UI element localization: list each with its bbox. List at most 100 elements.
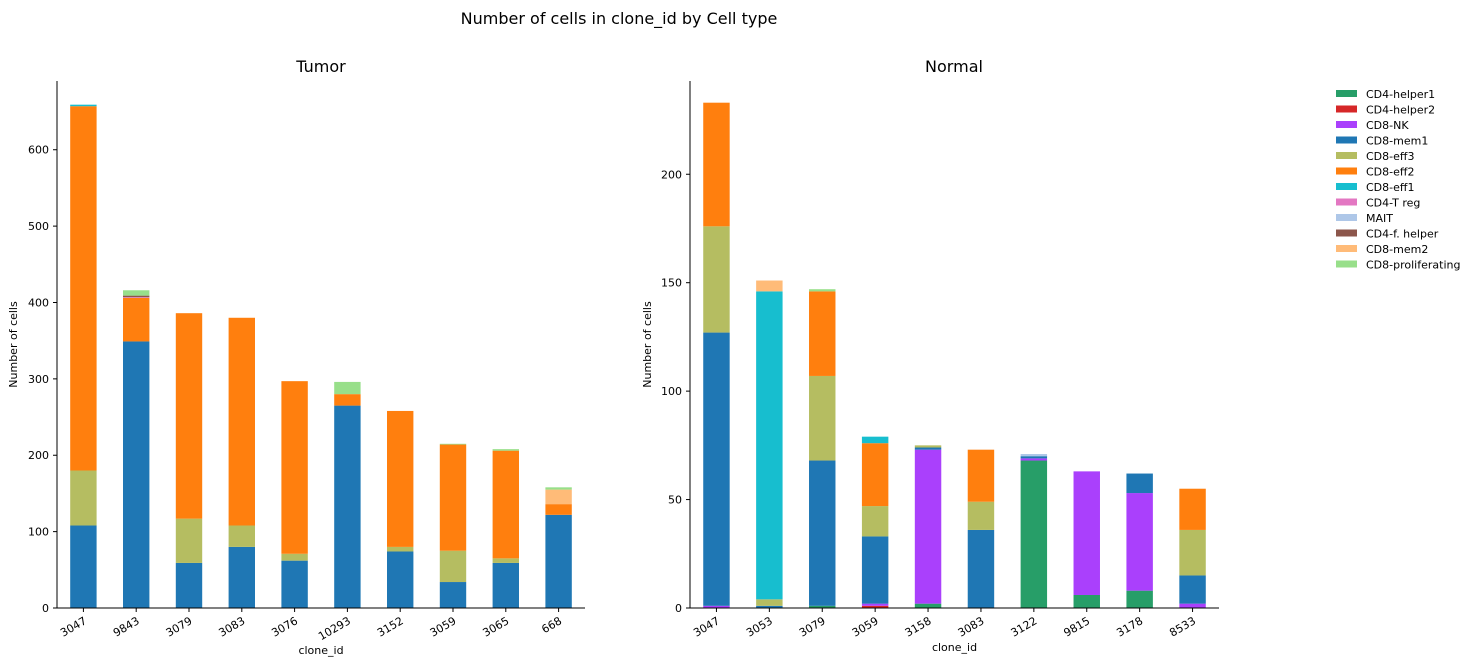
legend-label: MAIT [1366,212,1393,225]
bar-segment-9815-cd8-nk [1073,471,1100,595]
bar-segment-3059-cd4-helper2 [861,605,889,608]
bar-segment-3122-cd8-mem1 [1020,456,1048,459]
y-tick-label: 0 [675,602,682,615]
bar-segment-3083-cd8-mem1 [228,546,255,608]
x-tick-label: 3047 [58,614,89,639]
legend-label: CD8-proliferating [1366,259,1460,272]
bar-segment-9843-cd8-eff2 [123,297,150,342]
legend-item-cd8-proliferating: CD8-proliferating [1336,259,1460,272]
bar-segment-3059-cd8-eff2 [439,444,467,551]
legend-label: CD8-eff3 [1366,150,1414,163]
bar-segment-3178-cd8-mem1 [1126,473,1153,494]
bar-segment-3158-cd8-eff3 [914,445,942,448]
bar-segment-3047-cd8-eff1 [70,104,97,107]
bar-segment-3079-cd8-mem1 [175,562,203,608]
bar-segment-3083-cd8-eff3 [967,501,995,530]
legend-label: CD8-mem1 [1366,135,1428,148]
legend-swatch [1336,136,1357,144]
bar-segment-3158-cd8-mem1 [914,447,942,450]
bar-segment-3122-cd4-helper1 [1020,460,1048,608]
y-axis-label: Number of cells [7,301,20,388]
bar-segment-668-cd8-mem2 [545,489,572,505]
legend-item-cd8-eff1: CD8-eff1 [1336,181,1414,194]
bar-segment-3079-cd8-mem1 [809,460,836,606]
legend-swatch [1336,183,1357,190]
legend-swatch [1336,214,1357,221]
legend-label: CD8-eff1 [1366,181,1414,194]
x-tick-label: 3053 [744,614,775,639]
bar-segment-3152-cd8-eff3 [387,546,414,552]
bar-segment-10293-cd8-eff2 [334,394,361,406]
bar-segment-8533-cd8-eff2 [1179,488,1206,530]
bar-segment-3152-cd8-mem1 [387,551,414,608]
legend: CD4-helper1 CD4-helper2 CD8-NK CD8-mem1 CD8-… [1336,88,1460,272]
x-tick-label: 3059 [428,614,459,639]
bar-segment-3065-cd8-eff2 [492,450,519,559]
legend-swatch [1336,152,1357,159]
bar-segment-3059-cd8-mem1 [861,536,889,604]
y-tick-label: 200 [661,168,682,181]
legend-swatch [1336,198,1357,206]
bar-segment-3047-cd8-eff2 [70,106,97,471]
legend-swatch [1336,167,1357,175]
legend-label: CD4-helper2 [1366,104,1435,117]
bar-segment-3059-cd8-eff3 [861,506,889,537]
bar-segment-3065-cd8-mem1 [492,562,519,608]
figure-title: Number of cells in clone_id by Cell type [461,9,778,29]
x-tick-label: 3083 [956,614,987,639]
x-tick-label: 3158 [903,614,934,639]
bar-segment-3053-cd8-eff1 [756,291,783,600]
bar-segment-3065-cd8-eff3 [492,558,519,563]
bar-segment-3047-cd8-mem1 [703,332,730,606]
bar-segment-3053-cd8-mem1 [756,605,783,608]
bar-segment-3158-cd8-nk [914,449,942,604]
y-tick-label: 100 [28,526,49,539]
legend-item-cd8-eff2: CD8-eff2 [1336,166,1414,179]
y-tick-label: 100 [661,385,682,398]
legend-swatch [1336,121,1357,128]
x-tick-label: 3122 [1009,614,1040,639]
x-tick-label: 3079 [797,614,828,639]
legend-item-cd4-helper2: CD4-helper2 [1336,104,1435,117]
y-tick-label: 200 [28,449,49,462]
legend-item-cd8-nk: CD8-NK [1336,119,1409,132]
legend-item-cd4-t-reg: CD4-T reg [1336,197,1420,210]
bar-segment-3083-cd8-mem1 [967,529,995,608]
y-tick-label: 150 [661,277,682,290]
x-tick-label: 9843 [111,614,142,639]
bar-segment-10293-cd8-mem1 [334,405,361,608]
bar-segment-3178-cd8-nk [1126,493,1153,591]
bar-segment-3053-cd8-mem2 [756,280,783,292]
bar-segment-10293-cd8-proliferating [334,381,361,395]
bar-segment-9843-cd4-t-reg [123,297,150,298]
bar-segment-3076-cd8-eff2 [281,381,308,554]
legend-item-mait: MAIT [1336,212,1393,225]
legend-label: CD8-NK [1366,119,1409,132]
bar-segment-3079-cd8-proliferating [809,289,836,292]
x-tick-label: 9815 [1062,614,1093,639]
legend-label: CD8-eff2 [1366,166,1414,179]
legend-swatch [1336,229,1357,237]
bar-segment-668-cd8-proliferating [545,487,572,490]
legend-swatch [1336,260,1357,268]
y-tick-label: 50 [668,494,682,507]
x-tick-label: 668 [539,614,564,636]
y-tick-label: 300 [28,373,49,386]
bar-segment-3059-cd8-proliferating [439,443,467,445]
bar-segment-3047-cd8-mem1 [70,525,97,608]
x-tick-label: 3076 [269,614,300,639]
bar-segment-9815-cd4-helper1 [1073,594,1100,608]
y-tick-label: 0 [42,602,49,615]
legend-swatch [1336,245,1357,252]
legend-swatch [1336,90,1357,97]
bar-segment-3059-cd8-eff1 [861,436,889,444]
x-tick-label: 10293 [316,614,353,643]
x-tick-label: 3065 [481,614,512,639]
legend-item-cd4-f-helper: CD4-f. helper [1336,228,1439,241]
legend-label: CD4-helper1 [1366,88,1435,101]
bar-segment-3083-cd8-eff2 [228,317,255,526]
legend-item-cd8-mem1: CD8-mem1 [1336,135,1428,148]
legend-label: CD8-mem2 [1366,243,1428,256]
x-tick-label: 3059 [850,614,881,639]
bar-segment-3079-cd4-helper1 [809,605,836,608]
